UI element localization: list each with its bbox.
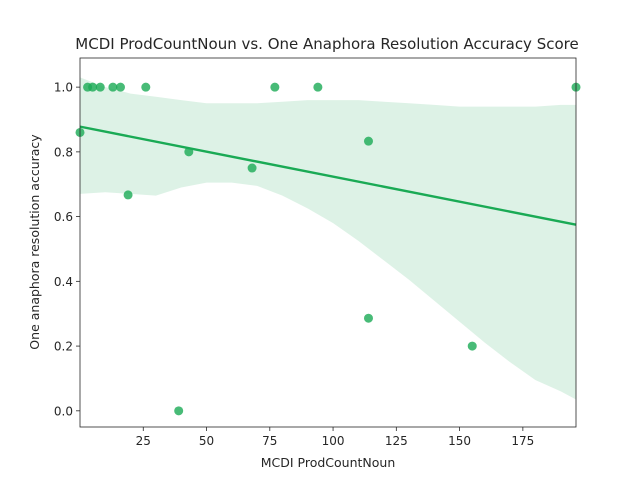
data-point bbox=[184, 147, 194, 157]
data-point bbox=[247, 163, 257, 173]
data-point bbox=[363, 136, 373, 146]
y-tick-label: 0.8 bbox=[54, 145, 73, 159]
x-tick-label: 25 bbox=[136, 434, 151, 448]
regression-layer bbox=[79, 125, 577, 226]
y-axis-ticks: 0.0 0.2 0.4 0.6 0.8 1.0 bbox=[54, 81, 80, 418]
data-point bbox=[363, 313, 373, 323]
y-tick-label: 0.0 bbox=[54, 404, 73, 418]
x-axis-label: MCDI ProdCountNoun bbox=[261, 455, 396, 470]
x-tick-label: 100 bbox=[322, 434, 345, 448]
chart-title: MCDI ProdCountNoun vs. One Anaphora Reso… bbox=[75, 35, 578, 53]
y-tick-label: 0.4 bbox=[54, 275, 73, 289]
regression-line bbox=[79, 125, 577, 226]
data-point bbox=[313, 82, 323, 92]
data-point bbox=[467, 341, 477, 351]
data-point bbox=[88, 82, 98, 92]
data-point bbox=[115, 82, 125, 92]
y-axis-label: One anaphora resolution accuracy bbox=[27, 134, 42, 350]
x-tick-label: 50 bbox=[199, 434, 214, 448]
y-tick-label: 0.2 bbox=[54, 340, 73, 354]
data-point bbox=[95, 82, 105, 92]
data-point bbox=[270, 82, 280, 92]
data-point bbox=[123, 190, 133, 200]
x-tick-label: 75 bbox=[262, 434, 277, 448]
x-tick-label: 175 bbox=[511, 434, 534, 448]
x-tick-label: 125 bbox=[385, 434, 408, 448]
data-point bbox=[174, 406, 184, 416]
confidence-band bbox=[80, 77, 576, 400]
y-tick-label: 1.0 bbox=[54, 81, 73, 95]
y-tick-label: 0.6 bbox=[54, 210, 73, 224]
confidence-band-layer bbox=[80, 77, 576, 400]
x-tick-label: 150 bbox=[448, 434, 471, 448]
points-layer bbox=[75, 82, 581, 416]
plot-frame bbox=[79, 57, 577, 428]
data-point bbox=[108, 82, 118, 92]
x-axis-ticks: 25 50 75 100 125 150 175 bbox=[136, 427, 534, 448]
data-point bbox=[141, 82, 151, 92]
